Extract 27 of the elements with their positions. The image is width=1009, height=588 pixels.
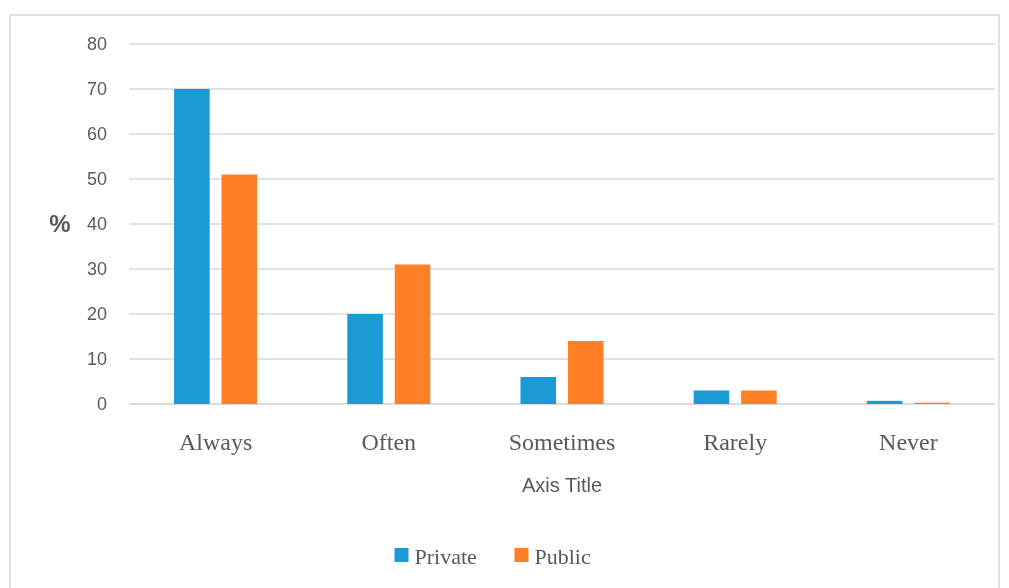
- bar: [347, 314, 383, 404]
- bar: [520, 377, 557, 404]
- bar: [174, 89, 210, 404]
- x-axis-title: Axis Title: [521, 474, 603, 496]
- y-tick-label: 60: [86, 124, 107, 145]
- x-tick-label: Often: [361, 429, 417, 455]
- y-tick-label: 0: [96, 394, 107, 415]
- legend-label: Public: [534, 543, 591, 569]
- bar: [866, 400, 903, 404]
- y-tick-label: 80: [86, 34, 107, 55]
- y-tick-label: 30: [86, 259, 107, 280]
- y-axis-title: %: [49, 210, 71, 238]
- x-tick-label: Rarely: [703, 429, 768, 455]
- x-tick-label: Never: [879, 429, 938, 455]
- y-tick-label: 50: [86, 169, 107, 190]
- bar: [741, 390, 777, 404]
- x-tick-label: Always: [178, 429, 253, 455]
- bar: [394, 264, 431, 404]
- y-tick-label: 20: [86, 304, 107, 325]
- x-tick-label: Sometimes: [508, 429, 616, 455]
- y-tick-label: 70: [86, 79, 107, 100]
- bar: [567, 341, 604, 404]
- bar: [693, 390, 730, 404]
- legend-label: Private: [414, 543, 477, 569]
- y-tick-label: 40: [86, 214, 107, 235]
- y-tick-label: 10: [86, 349, 107, 370]
- bar: [221, 174, 258, 404]
